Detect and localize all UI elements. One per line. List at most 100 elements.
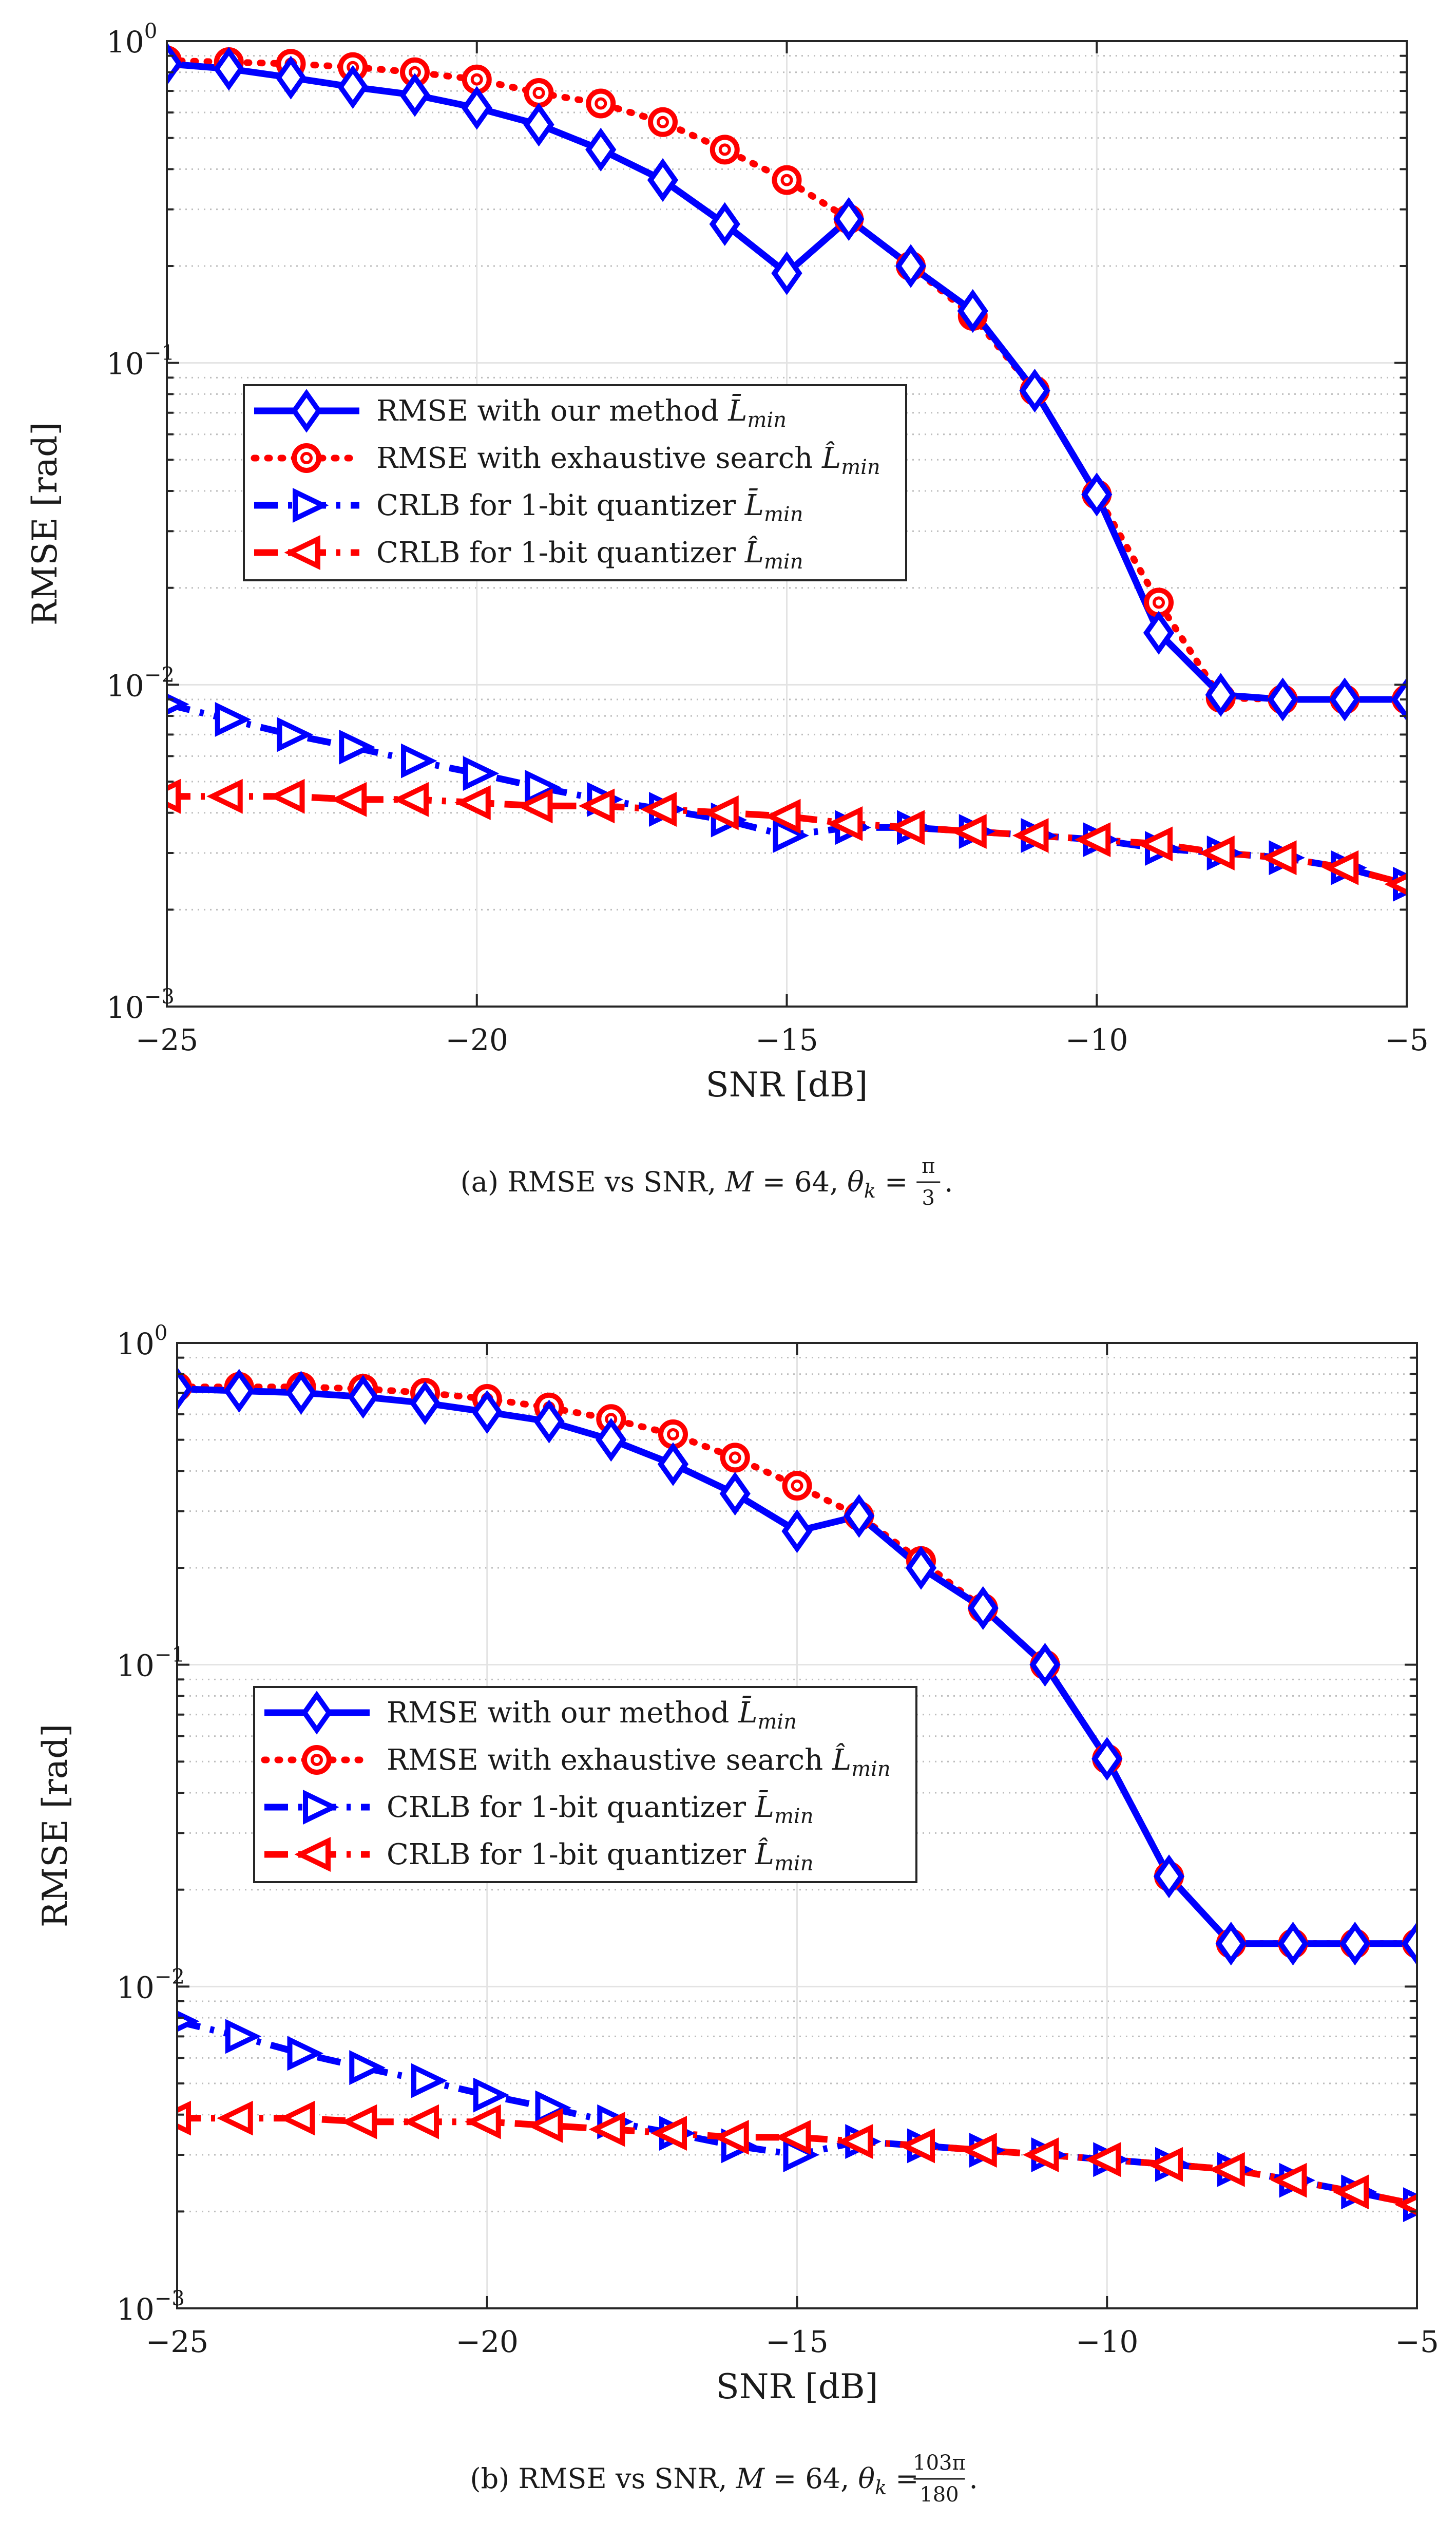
data-point	[657, 1442, 689, 1486]
data-point	[1329, 677, 1361, 722]
data-point	[348, 1375, 379, 1419]
data-point	[1198, 836, 1235, 870]
data-point	[640, 792, 677, 827]
data-point	[650, 2116, 687, 2151]
data-point	[709, 202, 740, 246]
data-point	[1260, 840, 1297, 876]
y-axis-label: RMSE [rad]	[25, 422, 65, 625]
data-point	[586, 88, 616, 119]
data-point	[285, 1371, 317, 1415]
data-point	[471, 1390, 503, 1434]
data-point	[461, 86, 492, 130]
data-point	[392, 782, 429, 817]
legend: RMSE with our method L̄min RMSE with exha…	[243, 384, 907, 581]
legend-item: RMSE with our method L̄min	[264, 1691, 797, 1735]
data-point	[217, 2100, 253, 2136]
data-point	[648, 107, 678, 137]
data-point	[1081, 472, 1113, 517]
data-point	[1136, 826, 1173, 862]
legend-marker	[303, 1790, 339, 1825]
legend-item: CRLB for 1-bit quantizer L̂min	[254, 535, 803, 574]
legend-box	[243, 384, 907, 581]
legend-label: RMSE with exhaustive search L̂min	[387, 1742, 891, 1781]
series-markers-0	[167, 42, 1407, 722]
legend-label: RMSE with our method L̄min	[387, 1695, 797, 1734]
legend-item: CRLB for 1-bit quantizer L̄min	[264, 1790, 813, 1828]
y-tick-label: 10−1	[106, 342, 175, 382]
data-point	[710, 135, 740, 165]
caption-period: .	[944, 1166, 953, 1198]
legend-label: CRLB for 1-bit quantizer L̂min	[376, 535, 803, 574]
data-point	[578, 788, 615, 824]
x-tick-label: −5	[1395, 2324, 1439, 2359]
data-point	[1267, 677, 1298, 722]
y-tick-label: 100	[117, 1321, 167, 1361]
data-point	[1205, 673, 1236, 717]
ticks	[166, 40, 1408, 1008]
data-point	[330, 782, 367, 817]
data-point	[454, 785, 491, 820]
x-axis-label: SNR [dB]	[716, 2367, 878, 2406]
data-point	[275, 55, 306, 100]
data-point	[771, 251, 802, 295]
data-point	[526, 2108, 563, 2143]
data-point	[1091, 1737, 1123, 1781]
data-point	[905, 1546, 937, 1590]
legend-item: RMSE with exhaustive search L̂min	[251, 441, 880, 479]
x-tick-label: −20	[456, 2324, 519, 2359]
data-point	[647, 158, 679, 202]
data-point	[277, 717, 314, 752]
data-point	[268, 779, 305, 814]
caption-period: .	[969, 2462, 978, 2495]
data-point	[702, 795, 739, 830]
data-point	[1153, 1854, 1185, 1899]
data-point	[1029, 1642, 1061, 1687]
legend-item: RMSE with our method L̄min	[254, 389, 787, 433]
data-point	[1384, 873, 1407, 895]
data-point	[473, 2077, 510, 2113]
data-point	[225, 2019, 262, 2054]
legend-marker	[294, 1837, 331, 1872]
data-point	[774, 2119, 811, 2155]
data-point	[782, 1471, 812, 1501]
data-point	[287, 2036, 324, 2071]
data-point	[1146, 2147, 1183, 2182]
data-point	[533, 1399, 565, 1444]
caption-fraction-denominator: 3	[922, 1186, 935, 1210]
data-point	[895, 244, 927, 288]
data-point	[888, 810, 925, 845]
data-point	[1022, 2137, 1059, 2172]
series-markers-0	[177, 1367, 1417, 1966]
data-point	[223, 1369, 255, 1413]
data-point	[720, 1443, 750, 1473]
data-point	[844, 1494, 875, 1538]
data-point	[1332, 2174, 1369, 2210]
data-point	[950, 814, 987, 849]
data-point	[833, 197, 865, 241]
legend-marker	[284, 535, 320, 570]
data-point	[337, 65, 369, 109]
data-point	[516, 788, 553, 824]
data-point	[523, 103, 554, 147]
x-axis-label: SNR [dB]	[706, 1065, 868, 1105]
legend: RMSE with our method L̄min RMSE with exha…	[253, 1686, 917, 1883]
legend-marker	[302, 1745, 332, 1775]
data-point	[177, 2100, 191, 2136]
data-point	[961, 2133, 997, 2168]
legend-label: CRLB for 1-bit quantizer L̄min	[376, 488, 803, 526]
data-point	[349, 2050, 386, 2085]
data-point	[1322, 850, 1359, 885]
x-tick-label: −25	[136, 1022, 198, 1057]
figure-caption: (b) RMSE vs SNR, M = 64, θk =	[470, 2462, 919, 2499]
data-point	[957, 289, 988, 333]
chart-a: −25 −20 −15 −10 −5 100 10−1 10−2 10−3 SNR [dB] RMS…	[25, 20, 1429, 1210]
legend-marker	[301, 1691, 333, 1735]
data-point	[1215, 1921, 1247, 1966]
data-point	[177, 1367, 193, 1411]
data-point	[836, 2124, 873, 2159]
data-point	[339, 729, 375, 765]
x-tick-label: −15	[765, 2324, 828, 2359]
data-point	[403, 2104, 439, 2139]
legend-box	[253, 1686, 917, 1883]
